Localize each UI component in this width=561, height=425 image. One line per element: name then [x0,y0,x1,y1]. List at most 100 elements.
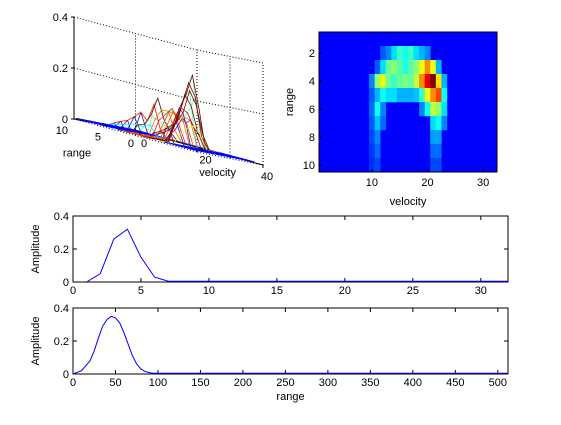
x-tick-label: 450 [446,377,464,389]
heatmap-cell [385,60,392,75]
x-axis-label: velocity [199,167,236,179]
x-tick-label: 40 [261,171,273,183]
heatmap-cell [413,88,420,103]
heatmap-cell [396,88,403,103]
x-tick-label: 200 [234,377,252,389]
axes-box [72,215,509,283]
y-tick-label: 0.4 [54,303,69,315]
amplitude-line [86,228,508,283]
heatmap-cell [430,158,437,173]
surface-row-line [108,89,229,158]
y-tick-label: 2 [309,48,315,60]
heatmap-cell [424,46,431,61]
x-tick-label: 0 [70,285,76,297]
y-tick-label: 0 [128,138,134,150]
heatmap-cell [435,102,442,117]
heatmap-cell [435,88,442,103]
heatmap-cell [391,46,398,61]
heatmap-cell [441,102,448,117]
heatmap-cell [435,116,442,131]
heatmap-cell [430,74,437,89]
heatmap-cell [424,60,431,75]
heatmap-cell [369,144,375,159]
heatmap-cell [380,46,387,61]
x-axis-label: range [276,391,304,403]
heatmap-cell [380,116,387,131]
heatmap-cell [374,130,381,145]
heatmap-cell [413,74,420,89]
y-tick-label: 6 [309,104,315,116]
heatmap-cell [424,74,431,89]
heatmap-cell [396,46,403,61]
y-axis-label: range [284,88,296,116]
x-tick-label: 250 [276,377,294,389]
x-tick-label: 15 [271,285,283,297]
heatmap-cell [391,60,398,75]
heatmap-cell [374,102,381,117]
x-tick-label: 150 [191,377,209,389]
surface-column-line [110,123,170,140]
heatmap-cell [374,88,381,103]
y-tick-label: 0 [63,277,69,289]
grid-line [196,49,264,64]
heatmap-cell [369,88,375,103]
heatmap-cell [408,74,414,89]
x-tick-label: 10 [366,177,378,189]
x-tick-label: 20 [421,177,433,189]
heatmap-cell [424,88,431,103]
heatmap-cell [385,46,392,61]
heatmap-cell [374,60,381,75]
heatmap-cell [385,88,392,103]
x-tick-label: 100 [149,377,167,389]
heatmap-cell [430,144,437,159]
heatmap-cell [435,60,442,75]
surface-column-line [152,73,213,151]
heatmap-cell [369,116,375,131]
heatmap-cell [396,60,403,75]
heatmap-cell [402,46,409,61]
y-tick-label: 5 [95,132,101,144]
x-tick-label: 30 [475,285,487,297]
x-tick-label: 10 [203,285,215,297]
heatmap-cell [380,102,387,117]
heatmap-cell [430,130,437,145]
z-tick-label: 0 [62,114,68,126]
heatmap-cell [374,158,381,173]
heatmap-cell [435,144,442,159]
heatmap-cell [435,130,442,145]
heatmap-cell [385,74,392,89]
amplitude-line [72,315,508,375]
y-tick-label: 8 [309,132,315,144]
heatmap-cell [435,158,442,173]
x-tick-label: 20 [339,285,351,297]
heatmap-cell [413,60,420,75]
y-axis-label: Amplitude [30,225,42,274]
x-tick-label: 30 [477,177,489,189]
y-tick-label: 4 [309,76,315,88]
z-tick-label: 0.2 [53,63,68,75]
heatmap-cell [380,74,387,89]
y-tick-label: 0 [63,369,69,381]
heatmap-cell [435,74,442,89]
y-axis-label: range [63,148,91,160]
heatmap-cell [441,74,448,89]
x-tick-label: 25 [407,285,419,297]
y-tick-label: 10 [56,125,68,137]
heatmap-cell [374,74,381,89]
y-tick-label: 0.2 [54,336,69,348]
heatmap-cell [424,102,431,117]
heatmap-frame [318,31,498,173]
x-tick-label: 20 [199,155,211,167]
heatmap-plot: 10 20 30 2 4 6 8 10 velocity range [284,31,498,208]
heatmap-cell [369,130,375,145]
heatmap-cell [430,102,437,117]
heatmap-cell [402,60,409,75]
x-tick-label: 400 [404,377,422,389]
heatmap-cell [380,60,387,75]
heatmap-cell [419,102,425,117]
y-tick-label: 0.2 [54,244,69,256]
surface-column-line [195,149,255,163]
axes-box [72,307,509,375]
x-tick-label: 5 [138,285,144,297]
